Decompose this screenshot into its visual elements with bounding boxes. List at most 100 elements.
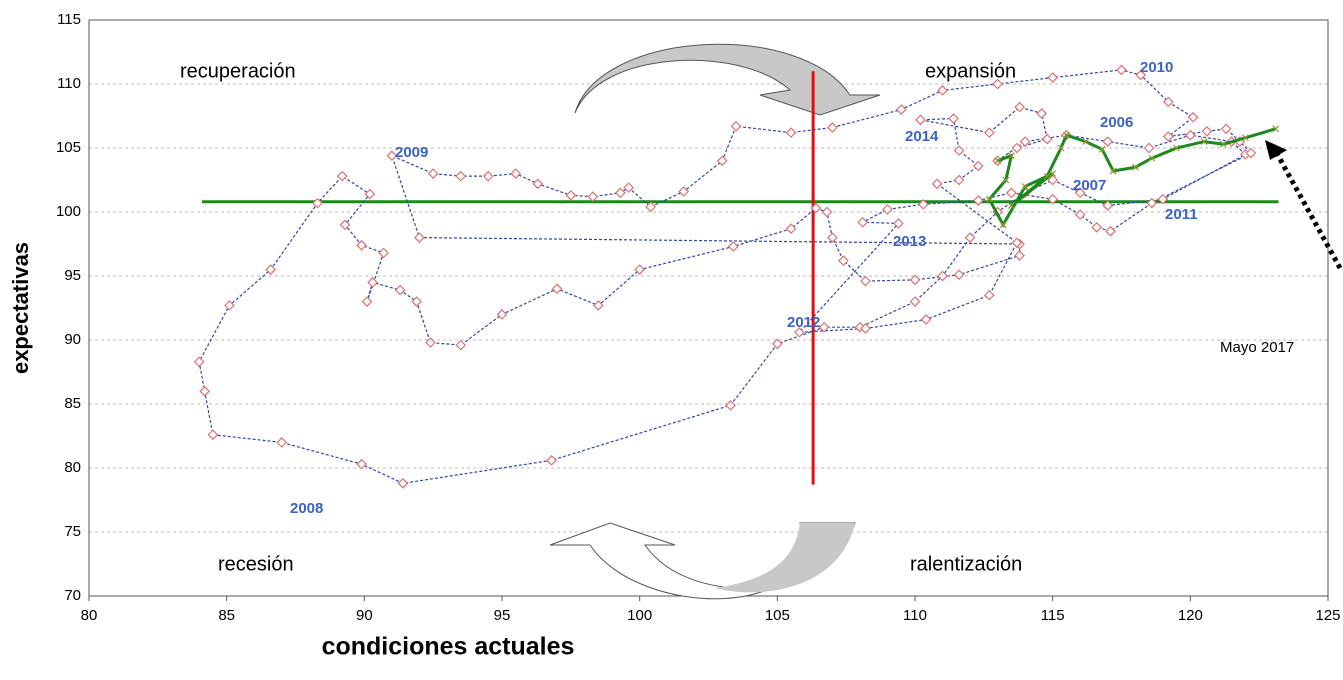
quadrant-label: recesión [218, 553, 294, 575]
x-tick-label: 110 [903, 607, 927, 624]
point [1082, 138, 1090, 146]
point [386, 150, 398, 162]
point [860, 275, 871, 287]
trajectory-line [198, 69, 1252, 484]
point [1220, 123, 1232, 135]
point [931, 178, 943, 190]
point [394, 284, 406, 296]
annotation: 2010 [1140, 59, 1173, 76]
point [818, 321, 830, 333]
point [1245, 147, 1257, 159]
point [367, 277, 378, 288]
point [948, 113, 959, 124]
point [455, 339, 467, 351]
point [860, 323, 871, 334]
annotation: 2011 [1165, 206, 1198, 223]
pointer-arrow-head [1265, 140, 1287, 160]
point [992, 78, 1003, 90]
point [1105, 225, 1116, 237]
point [587, 191, 599, 202]
point [838, 255, 849, 266]
point [482, 170, 494, 182]
point [1011, 142, 1023, 154]
point [730, 120, 742, 132]
point [276, 437, 288, 448]
point [964, 232, 976, 243]
pointer-arrow [1272, 148, 1343, 270]
point [378, 247, 389, 259]
point [565, 190, 577, 201]
point [1184, 129, 1196, 141]
point [1021, 182, 1029, 190]
point [1201, 126, 1213, 137]
point [1074, 187, 1086, 199]
point [827, 232, 838, 243]
quadrant-label: expansión [925, 60, 1016, 82]
point [794, 326, 805, 338]
x-tick-label: 90 [356, 607, 373, 624]
x-tick-label: 95 [494, 607, 511, 624]
point [455, 170, 467, 182]
point [785, 223, 797, 234]
point [810, 202, 822, 214]
point [994, 157, 1002, 165]
y-tick-label: 70 [64, 587, 81, 604]
x-tick-label: 105 [765, 607, 790, 624]
point [827, 122, 838, 133]
point [857, 216, 869, 228]
point [193, 356, 205, 368]
point [909, 296, 921, 307]
point [985, 195, 993, 203]
point [356, 458, 367, 470]
point [1173, 144, 1180, 152]
point [1098, 145, 1106, 153]
point [1007, 152, 1015, 160]
point [1200, 138, 1208, 146]
point [411, 296, 422, 307]
point [983, 127, 995, 138]
x-tick-label: 85 [218, 607, 235, 624]
point [1019, 136, 1031, 147]
point [1063, 131, 1070, 139]
quadrant-label: recuperación [180, 60, 296, 82]
point [937, 270, 948, 282]
point [1041, 133, 1053, 145]
y-tick-label: 85 [64, 395, 81, 412]
point [532, 178, 544, 190]
point [1102, 136, 1114, 147]
point [336, 170, 348, 182]
x-tick-label: 125 [1315, 607, 1340, 624]
point [909, 274, 921, 286]
point [953, 269, 965, 281]
point [725, 399, 736, 411]
point [361, 296, 373, 307]
x-axis-label: condiciones actuales [322, 633, 575, 661]
point [207, 429, 219, 441]
point [546, 454, 557, 466]
x-tick-label: 100 [627, 607, 652, 624]
point [265, 264, 277, 275]
point [983, 289, 995, 301]
y-tick-label: 80 [64, 459, 81, 476]
point [593, 300, 604, 311]
point [678, 186, 690, 197]
point [1002, 176, 1010, 184]
annotation: Mayo 2017 [1220, 339, 1294, 356]
point [1143, 142, 1155, 154]
annotation: 2008 [290, 500, 323, 517]
point [510, 168, 522, 179]
point [1091, 222, 1103, 233]
point [1162, 96, 1174, 108]
annotation: 2012 [787, 314, 820, 331]
point [645, 201, 657, 213]
point [1036, 108, 1047, 119]
point [364, 188, 376, 200]
point [427, 168, 439, 179]
point [339, 219, 351, 231]
point [1007, 202, 1015, 210]
point [1057, 144, 1065, 152]
cycle-arrow-shade [715, 523, 855, 593]
point [1047, 193, 1059, 205]
point [414, 232, 425, 243]
point [496, 309, 508, 320]
